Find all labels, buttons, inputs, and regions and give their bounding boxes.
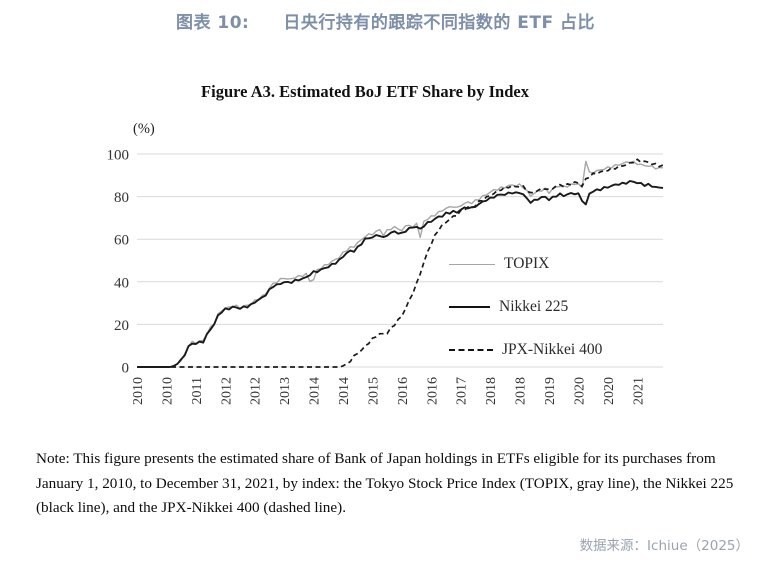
report-header: 图表 10: 日央行持有的跟踪不同指数的 ETF 占比 (0, 8, 771, 33)
svg-text:2021: 2021 (631, 377, 646, 405)
legend-item-topix: TOPIX (449, 255, 549, 273)
svg-text:2013: 2013 (278, 377, 293, 405)
nikkei225-line-swatch-icon (449, 306, 490, 308)
svg-text:2012: 2012 (249, 377, 264, 405)
svg-text:2019: 2019 (543, 377, 558, 405)
svg-text:2011: 2011 (190, 377, 205, 404)
figure-title: Figure A3. Estimated BoJ ETF Share by In… (201, 82, 529, 101)
svg-text:2015: 2015 (366, 377, 381, 405)
jpx-nikkei400-line-swatch-icon (449, 349, 493, 351)
header-title: 日央行持有的跟踪不同指数的 ETF 占比 (283, 13, 596, 33)
svg-text:60: 60 (114, 233, 129, 249)
svg-text:0: 0 (122, 361, 130, 377)
svg-text:2014: 2014 (337, 377, 352, 405)
svg-text:2016: 2016 (396, 377, 411, 405)
legend-item-nikkei225: Nikkei 225 (449, 298, 568, 316)
data-source: 数据来源：Ichiue（2025） (579, 538, 749, 554)
topix-line-swatch-icon (449, 263, 495, 265)
legend-label-jpx-nikkei400: JPX-Nikkei 400 (502, 341, 603, 358)
svg-text:2016: 2016 (425, 377, 440, 405)
svg-text:2018: 2018 (514, 377, 529, 405)
legend-label-nikkei225: Nikkei 225 (499, 298, 569, 315)
svg-text:2010: 2010 (160, 377, 175, 405)
legend-label-topix: TOPIX (504, 255, 550, 272)
svg-text:2012: 2012 (219, 377, 234, 405)
y-axis-unit-label: (%) (133, 121, 155, 137)
svg-text:2020: 2020 (572, 377, 587, 405)
svg-text:2010: 2010 (131, 377, 146, 405)
svg-text:20: 20 (114, 318, 129, 334)
svg-text:2014: 2014 (308, 377, 323, 405)
chart-canvas: 0 20 40 60 80 100 2010 2010 2011 2012 2012 2013 2014… (107, 148, 664, 405)
svg-text:80: 80 (114, 190, 129, 206)
svg-text:2020: 2020 (602, 377, 617, 405)
note-text: Note: This figure presents the estimated… (36, 450, 734, 517)
svg-text:100: 100 (107, 148, 130, 164)
svg-text:2017: 2017 (455, 377, 470, 405)
svg-text:40: 40 (114, 275, 129, 291)
header-tag: 图表 10: (175, 13, 250, 33)
legend-item-jpx-nikkei400: JPX-Nikkei 400 (449, 341, 602, 359)
svg-text:2018: 2018 (484, 377, 499, 405)
